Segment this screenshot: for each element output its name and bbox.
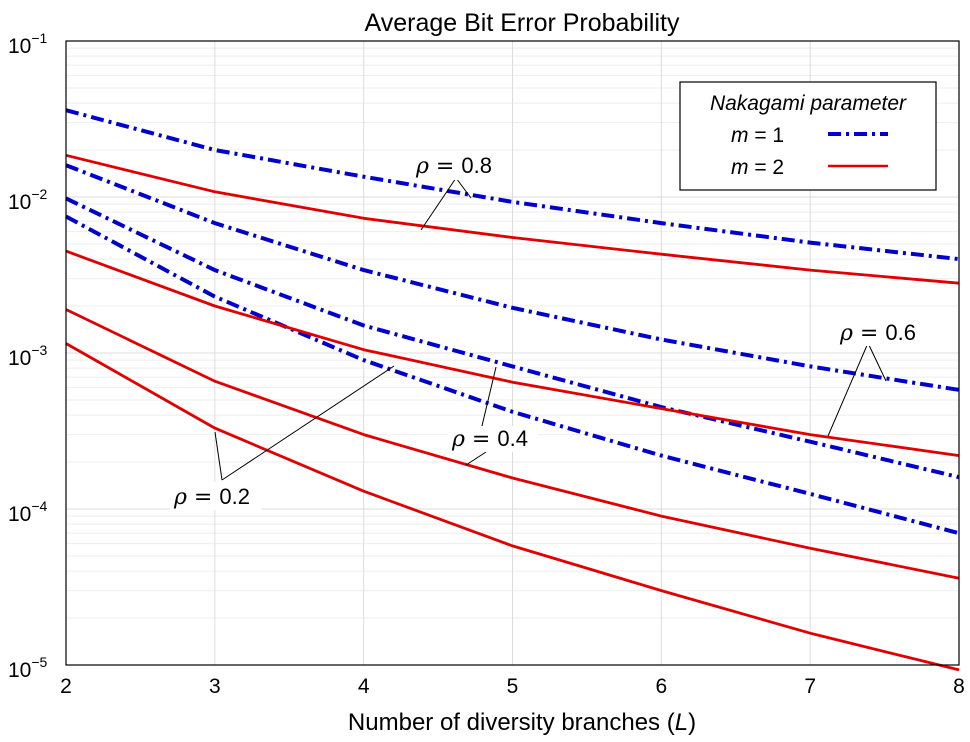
annotation-rho-04: ρ = 0.4 <box>448 366 538 466</box>
annotation-leader <box>827 342 869 437</box>
y-tick-exponent: −4 <box>31 498 47 514</box>
legend-box <box>679 81 937 191</box>
legend-entry-var-m2: m <box>731 156 749 179</box>
x-tick-label: 3 <box>209 675 221 698</box>
series-line-m1-rho-08 <box>65 108 960 262</box>
legend: Nakagami parameter m = 1 m = 2 <box>679 81 937 191</box>
annotations: ρ = 0.8 ρ = 0.6 ρ = 0.4 ρ = 0.2 <box>170 152 930 510</box>
annotation-symbol: ρ <box>451 427 465 452</box>
annotation-eq: = <box>429 154 461 179</box>
annotation-eq: = <box>187 485 219 510</box>
x-tick-label: 6 <box>655 675 667 698</box>
annotation-eq: = <box>853 321 885 346</box>
legend-title: Nakagami parameter <box>710 92 907 115</box>
annotation-rho-08: ρ = 0.8 <box>412 152 506 231</box>
annotation-value: 0.6 <box>885 320 916 345</box>
annotation-value: 0.8 <box>461 153 492 178</box>
annotation-label: ρ = 0.2 <box>173 484 250 510</box>
legend-entry-rest-m1: = 1 <box>749 124 785 147</box>
y-tick-label: 10−1 <box>8 30 48 58</box>
x-tick-label: 7 <box>804 675 816 698</box>
y-tick-exponent: −2 <box>31 186 47 202</box>
x-tick-label: 5 <box>507 675 519 698</box>
series-line-m1-rho-04 <box>65 196 960 480</box>
annotation-leader <box>480 366 497 431</box>
x-tick-label: 2 <box>60 675 72 698</box>
annotation-symbol: ρ <box>415 154 429 179</box>
legend-entry-label-m1: m = 1 <box>731 124 784 147</box>
annotation-label: ρ = 0.6 <box>839 320 916 346</box>
annotation-leader <box>465 451 487 466</box>
series-layer <box>65 108 960 672</box>
annotation-symbol: ρ <box>173 485 187 510</box>
annotation-leader <box>221 365 395 481</box>
annotation-label: ρ = 0.8 <box>415 153 492 179</box>
series-line-m1-rho-02 <box>65 214 960 536</box>
series-line-m2-rho-04 <box>65 308 960 580</box>
legend-entry-label-m2: m = 2 <box>731 156 784 179</box>
y-tick-label: 10−2 <box>8 186 48 214</box>
annotation-value: 0.4 <box>497 426 528 451</box>
x-tick-labels: 2 3 4 5 6 7 8 <box>60 675 965 698</box>
plot-frame <box>65 40 960 666</box>
y-tick-base: 10 <box>8 503 31 526</box>
y-tick-base: 10 <box>8 35 31 58</box>
annotation-leader <box>420 177 457 231</box>
annotation-leader <box>867 342 887 382</box>
y-tick-base: 10 <box>8 659 31 682</box>
y-tick-exponent: −3 <box>31 342 47 358</box>
y-tick-base: 10 <box>8 347 31 370</box>
legend-entry-var-m1: m <box>731 124 749 147</box>
annotation-value: 0.2 <box>219 484 250 509</box>
annotation-leader <box>455 177 472 199</box>
y-tick-label: 10−4 <box>8 498 48 526</box>
x-axis-label: Number of diversity branches (L) <box>348 709 696 736</box>
annotation-leader <box>214 431 223 481</box>
x-tick-label: 4 <box>358 675 370 698</box>
x-axis-label-part3: ) <box>688 709 696 736</box>
annotation-label: ρ = 0.4 <box>451 426 528 452</box>
chart-title: Average Bit Error Probability <box>365 9 680 37</box>
series-line-m2-rho-08 <box>65 153 960 285</box>
y-tick-labels: 10−110−210−310−410−5 <box>8 30 48 682</box>
annotation-symbol: ρ <box>839 321 853 346</box>
series-line-m2-rho-02 <box>65 342 960 672</box>
series-line-m1-rho-06 <box>65 163 960 392</box>
y-tick-exponent: −5 <box>31 654 47 670</box>
y-tick-exponent: −1 <box>31 30 47 46</box>
y-tick-base: 10 <box>8 191 31 214</box>
series-line-m2-rho-06 <box>65 249 960 457</box>
annotation-eq: = <box>465 427 497 452</box>
x-tick-label: 8 <box>953 675 965 698</box>
x-axis-label-var: L <box>675 709 688 736</box>
x-axis-label-part1: Number of diversity branches ( <box>348 709 675 736</box>
annotation-rho-02: ρ = 0.2 <box>170 365 395 510</box>
annotation-rho-06: ρ = 0.6 <box>827 320 930 437</box>
y-tick-label: 10−3 <box>8 342 48 370</box>
y-tick-label: 10−5 <box>8 654 48 682</box>
legend-entry-rest-m2: = 2 <box>749 156 785 179</box>
